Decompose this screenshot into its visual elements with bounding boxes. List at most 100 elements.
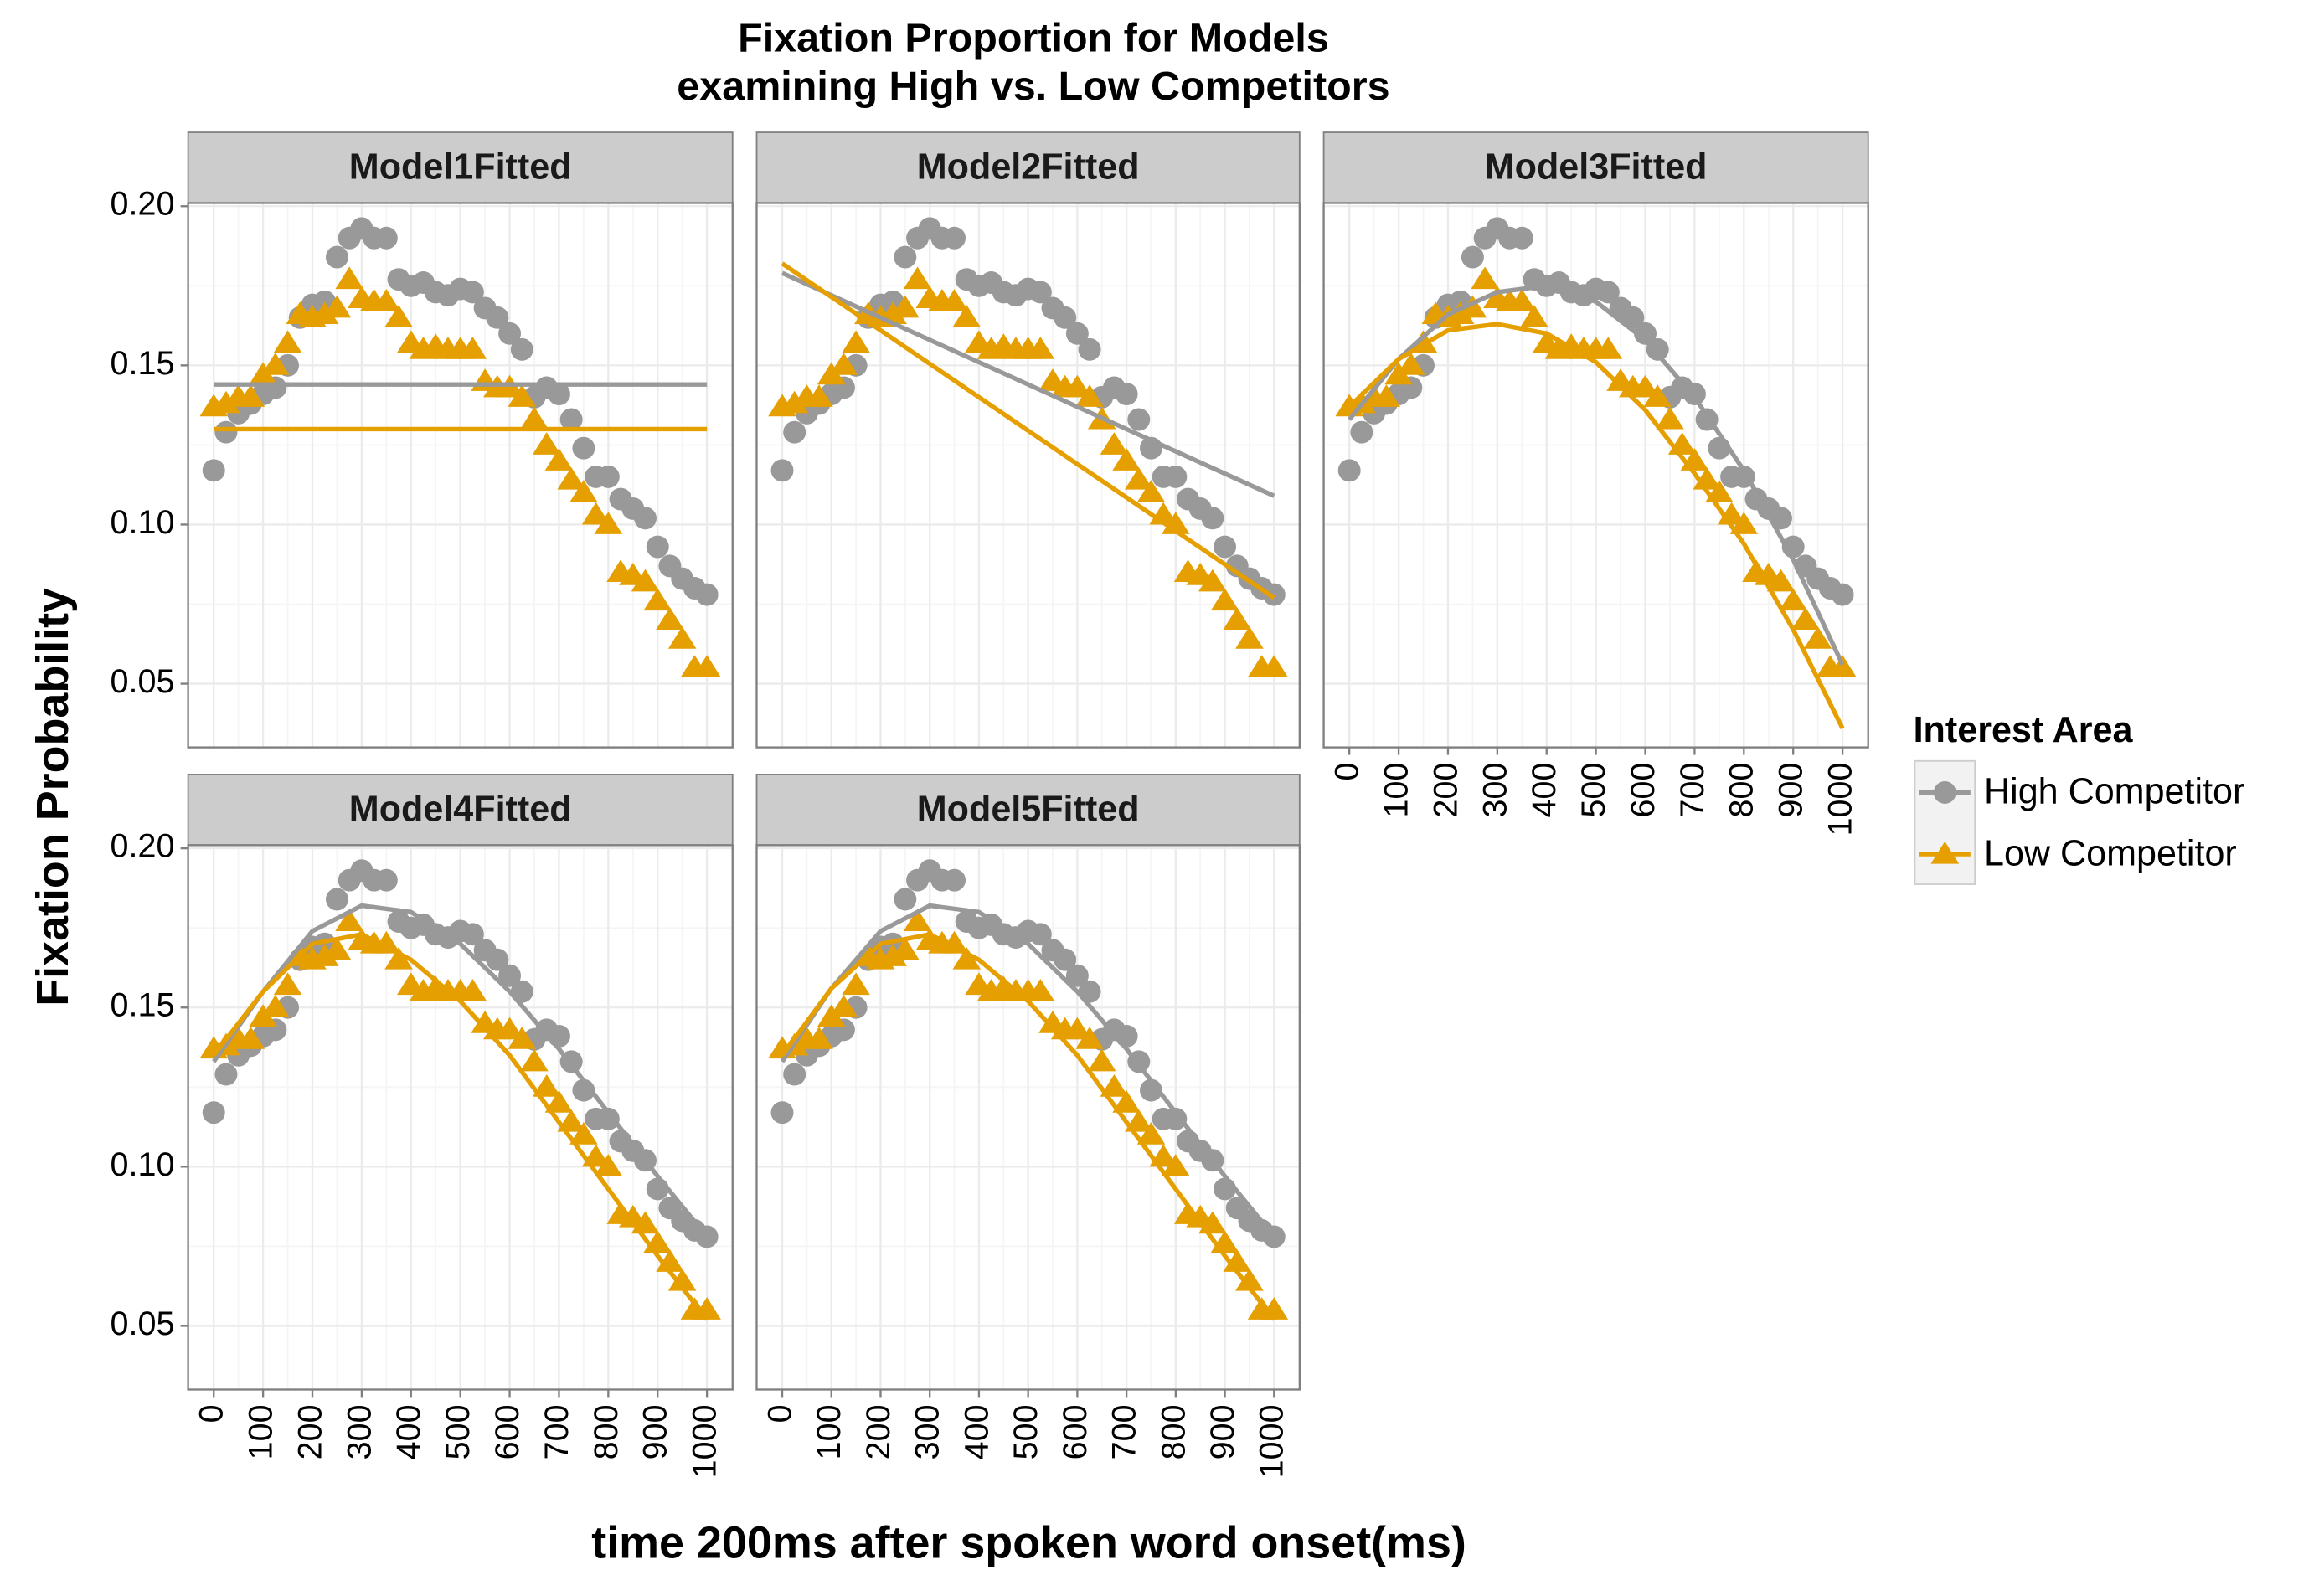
x-tick-label: 900 <box>637 1404 674 1459</box>
data-point <box>1235 1268 1264 1291</box>
data-point <box>1115 1024 1138 1048</box>
panel: Model3Fitted <box>1322 131 1869 749</box>
data-point <box>372 289 401 311</box>
data-point <box>384 946 413 970</box>
x-tick-label: 1000 <box>687 1404 724 1478</box>
data-point <box>903 266 932 290</box>
data-point <box>1028 923 1052 946</box>
panel-strip <box>187 774 734 847</box>
legend-symbol <box>1930 841 1960 864</box>
data-point <box>384 305 413 327</box>
data-point <box>634 507 657 530</box>
data-point <box>236 1026 265 1049</box>
data-point <box>1458 295 1487 318</box>
fit-line <box>780 903 1276 1238</box>
x-tick-label: 300 <box>910 1404 946 1459</box>
y-tick-label: 0.05 <box>111 663 175 700</box>
data-point <box>646 535 669 559</box>
data-point <box>783 1063 806 1086</box>
panel-strip <box>755 131 1301 204</box>
x-tick-label: 900 <box>1773 763 1810 818</box>
fit-line <box>212 931 709 1321</box>
data-point <box>1115 383 1138 406</box>
x-tick-label: 600 <box>1057 1404 1094 1459</box>
data-point <box>1831 583 1854 606</box>
data-point <box>273 972 302 996</box>
legend-marker <box>1933 781 1956 804</box>
data-point <box>214 420 238 444</box>
panel-title: Model5Fitted <box>917 789 1140 829</box>
x-tick-label: 0 <box>761 1404 798 1423</box>
panel: Model5Fitted <box>755 774 1301 1391</box>
data-point <box>1594 337 1623 359</box>
y-tick-label: 0.15 <box>111 987 175 1024</box>
x-tick-label: 800 <box>588 1404 625 1459</box>
data-point <box>261 353 290 375</box>
data-point <box>656 607 684 630</box>
data-point <box>1198 569 1227 592</box>
data-point <box>236 384 265 407</box>
data-point <box>1162 1154 1190 1176</box>
x-axis-title: time 200ms after spoken word onset(ms) <box>591 1517 1466 1567</box>
data-point <box>532 1074 561 1097</box>
data-point <box>1260 655 1289 677</box>
data-point <box>805 384 833 407</box>
fit-line <box>780 931 1276 1321</box>
data-point <box>1063 1017 1092 1040</box>
x-tick-label: 800 <box>1155 1404 1192 1459</box>
data-point <box>335 266 363 290</box>
data-point <box>544 448 574 471</box>
data-point <box>879 944 907 966</box>
panel: Model2Fitted <box>755 131 1301 749</box>
data-point <box>486 948 509 971</box>
data-point <box>940 289 969 311</box>
data-point <box>1026 337 1055 359</box>
data-point <box>261 994 290 1017</box>
data-point <box>322 295 352 318</box>
data-point <box>829 353 858 375</box>
data-point <box>1054 306 1077 329</box>
x-tick-label: 400 <box>390 1404 427 1459</box>
data-point <box>202 459 225 482</box>
panel-strip <box>187 131 734 204</box>
data-point <box>805 1026 833 1049</box>
legend-label: Low Competitor <box>1984 833 2237 873</box>
data-point <box>372 930 401 954</box>
data-point <box>1075 1026 1104 1049</box>
data-point <box>374 868 398 892</box>
data-point <box>594 1154 623 1176</box>
y-tick-label: 0.15 <box>111 345 175 382</box>
data-point <box>569 1122 598 1145</box>
data-point <box>643 588 672 611</box>
x-tick-label: 300 <box>1476 763 1513 818</box>
data-point <box>532 432 561 455</box>
data-point <box>498 964 522 987</box>
data-point <box>486 306 509 329</box>
x-tick-label: 1000 <box>1822 763 1859 836</box>
data-point <box>1164 465 1188 488</box>
data-point <box>1729 512 1759 534</box>
y-tick-label: 0.05 <box>111 1305 175 1342</box>
legend-marker <box>1930 841 1960 864</box>
fit-line <box>212 903 709 1238</box>
data-point <box>1100 1074 1129 1097</box>
data-point <box>1210 588 1239 611</box>
data-point <box>1164 1107 1188 1130</box>
data-point <box>1631 374 1660 398</box>
data-point <box>770 459 794 482</box>
data-point <box>1337 459 1361 482</box>
data-point <box>943 226 966 250</box>
data-point <box>1201 507 1224 530</box>
data-point <box>557 466 585 490</box>
data-point <box>695 583 719 606</box>
data-point <box>520 406 549 430</box>
x-tick-label: 200 <box>1427 763 1464 818</box>
x-tick-label: 600 <box>1625 763 1662 818</box>
data-point <box>940 930 969 954</box>
data-point <box>212 390 240 414</box>
data-point <box>569 480 598 502</box>
panel-strip <box>755 774 1301 847</box>
data-point <box>1350 420 1373 444</box>
data-point <box>1065 322 1089 345</box>
data-point <box>1125 466 1153 490</box>
